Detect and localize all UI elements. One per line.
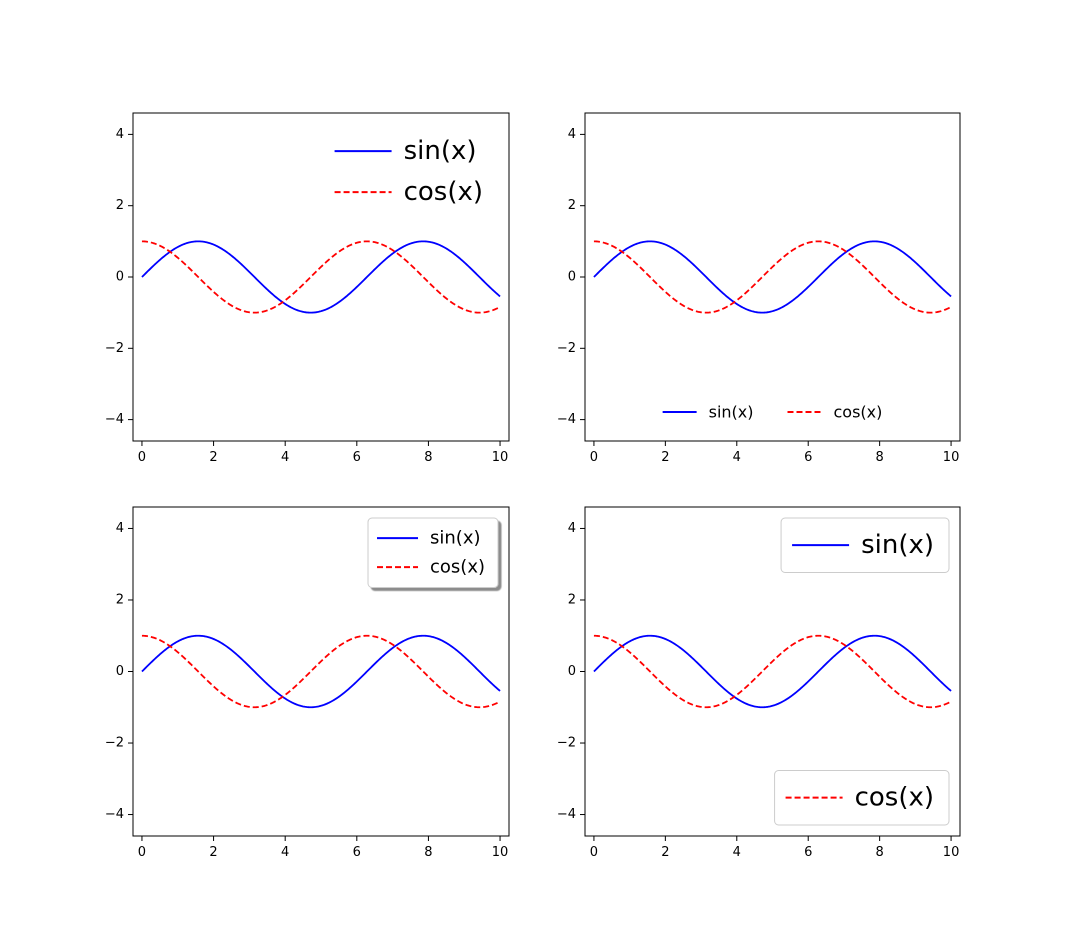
y-tick-label: 4 [116,521,124,536]
legend-label-sin: sin(x) [861,530,934,560]
x-tick-label: 2 [661,450,669,465]
legend-4-2: cos(x) [774,770,950,826]
x-tick-label: 8 [876,450,884,465]
y-tick-label: 0 [568,664,576,679]
legend-frame [367,517,499,588]
x-tick-label: 2 [209,845,217,860]
legend-4-1: sin(x) [780,517,950,573]
series-line-cos [141,634,501,709]
legend-3-1: sin(x) cos(x) [367,517,499,588]
subplot-2: 0 2 4 6 8 10 −4 −2 0 2 4 sin(x) cos(x) [557,112,961,465]
axes-frame [584,112,961,442]
x-tick-label: 4 [733,845,741,860]
subplot-4: 0 2 4 6 8 10 −4 −2 0 2 4 sin(x) cos(x) [557,506,961,860]
x-tick-label: 6 [804,845,812,860]
x-tick-label: 8 [424,845,432,860]
x-tick-label: 0 [590,845,598,860]
series-line-cos [141,240,501,314]
y-tick-label: −4 [105,807,124,822]
legend-label-cos: cos(x) [404,177,483,207]
y-tick-label: −4 [557,412,576,427]
series-line-cos [593,240,952,314]
x-tick-label: 10 [492,845,509,860]
legend-label-sin: sin(x) [709,403,754,422]
x-tick-label: 6 [353,450,361,465]
legend-label-cos: cos(x) [430,557,485,578]
y-tick-label: 2 [116,592,124,607]
x-tick-label: 4 [733,450,741,465]
legend-label-cos: cos(x) [855,783,934,813]
y-tick-label: −2 [105,341,124,356]
legend-label-sin: sin(x) [404,136,477,166]
x-tick-label: 0 [590,450,598,465]
y-tick-label: 2 [568,592,576,607]
subplot-3: 0 2 4 6 8 10 −4 −2 0 2 4 sin(x) cos(x) [105,506,510,860]
x-tick-label: 2 [661,845,669,860]
y-tick-label: −4 [105,412,124,427]
legend-frame [780,517,950,573]
x-tick-label: 10 [943,845,960,860]
x-tick-label: 4 [281,450,289,465]
series-line-sin [593,240,952,314]
x-tick-label: 8 [876,845,884,860]
series-line-sin [141,240,501,314]
y-tick-label: 4 [568,127,576,142]
y-tick-label: −2 [557,736,576,751]
legend-1-1: sin(x) cos(x) [334,136,483,207]
x-tick-label: 2 [209,450,217,465]
y-tick-label: 0 [568,270,576,285]
y-tick-label: −4 [557,807,576,822]
x-tick-label: 6 [353,845,361,860]
x-tick-label: 0 [138,450,146,465]
y-tick-label: −2 [557,341,576,356]
x-tick-label: 10 [943,450,960,465]
x-tick-label: 4 [281,845,289,860]
x-tick-label: 10 [492,450,509,465]
x-tick-label: 8 [424,450,432,465]
legend-frame [774,770,950,826]
y-tick-label: 2 [116,198,124,213]
legend-label-cos: cos(x) [834,403,883,422]
series-line-sin [593,634,952,709]
y-tick-label: 2 [568,198,576,213]
x-tick-label: 6 [804,450,812,465]
legend-2-1: sin(x) cos(x) [662,403,883,422]
y-tick-label: 4 [116,127,124,142]
series-line-sin [141,634,501,709]
y-tick-label: −2 [105,736,124,751]
y-tick-label: 0 [116,664,124,679]
legend-label-sin: sin(x) [430,528,480,549]
x-tick-label: 0 [138,845,146,860]
y-tick-label: 4 [568,521,576,536]
series-line-cos [593,634,952,709]
subplot-1: 0 2 4 6 8 10 −4 −2 0 2 4 sin(x) cos(x) [105,112,510,465]
y-tick-label: 0 [116,270,124,285]
